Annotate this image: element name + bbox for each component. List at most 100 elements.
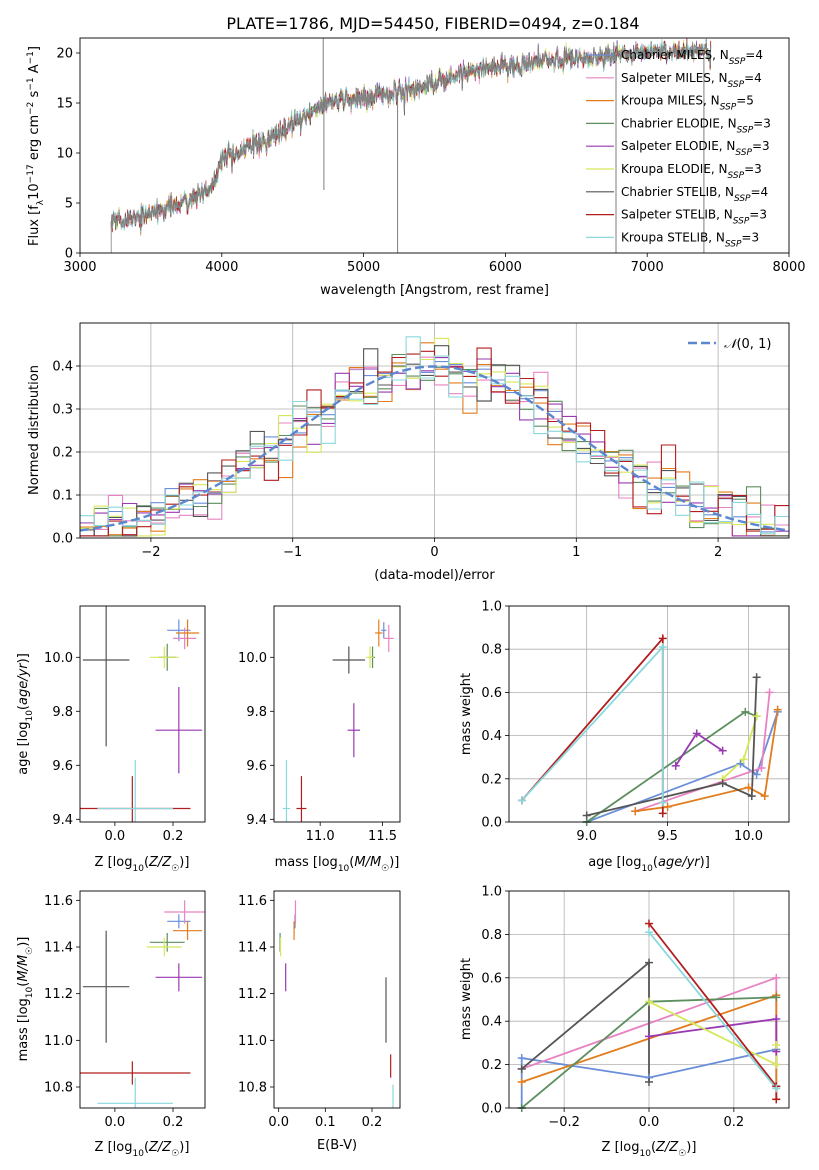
axes-frame <box>273 605 401 823</box>
weight-line-salp_elodie <box>648 1017 778 1052</box>
x-tick-label: 1 <box>572 545 580 560</box>
text-part: )] <box>389 855 399 870</box>
x-tick-label: 0.2 <box>163 1115 184 1130</box>
x-tick-label: 0.1 <box>315 1115 336 1130</box>
y-tick-label: 10.0 <box>44 651 73 666</box>
y-tick-label: 1.0 <box>481 885 502 900</box>
mass-vs-z-axes: 0.0 0.210.811.011.211.411.6Z [log10(Z/Z☉)… <box>16 890 206 1159</box>
text-part: 10 <box>639 1149 651 1159</box>
text-part: ☉ <box>25 947 35 955</box>
legend-entry-krou_stelib: Kroupa STELIB, NSSP=3 <box>621 230 759 249</box>
text-part: )] <box>700 855 710 870</box>
text-part: 10 <box>132 1149 144 1159</box>
text-part: ☉ <box>678 1149 686 1159</box>
text-part: age/yr <box>16 662 31 705</box>
age-vs-z-axes: 0.0 0.29.49.69.810.0Z [log10(Z/Z☉)]age [l… <box>16 605 206 874</box>
age-vs-mass-axes: 11.0 11.5 9.4 9.6 9.8 10.0 mass [log10(M/M☉)] <box>238 605 401 874</box>
text-part: A <box>27 64 42 77</box>
weight-vs-z-axes: −0.2 0.0 0.2 0.0 0.2 0.4 0.6 0.8 1.0 Z [log10(Z/Z… <box>459 885 790 1159</box>
y-tick-label: 9.4 <box>52 813 73 828</box>
text-part: SSP <box>720 103 737 113</box>
text-part: Chabrier ELODIE, N <box>621 116 737 130</box>
weight-line-krou_stelib <box>521 644 664 803</box>
text-part: )] <box>16 653 31 663</box>
y-axis-label: Flux [fλ10−17 erg cm−2 s−1 A−1] <box>26 46 46 246</box>
data-spectrum <box>110 41 712 231</box>
spectrum-plot <box>110 38 712 253</box>
x-axis-label: Z [log10(Z/Z☉)] <box>95 855 190 874</box>
legend-entry-salp_stelib: Salpeter STELIB, NSSP=3 <box>621 208 767 227</box>
text-part: −1 <box>26 51 36 64</box>
legend-entry-krou_miles: Kroupa MILES, NSSP=5 <box>621 94 754 113</box>
model-spectrum-salp_elodie <box>110 40 712 230</box>
text-part: ( <box>651 1140 656 1155</box>
x-tick-label: 8000 <box>772 260 805 275</box>
y-tick-label: 0.0 <box>481 1102 502 1117</box>
text-part: )] <box>179 1140 189 1155</box>
text-part: =4 <box>745 48 763 62</box>
y-axis-label: age [log10(age/yr)] <box>16 653 35 775</box>
y-tick-label: 0.6 <box>481 971 502 986</box>
text-part: =3 <box>752 139 770 153</box>
text-part: ] <box>27 46 42 51</box>
x-tick-label: −1 <box>283 545 302 560</box>
model-spectrum-krou_stelib <box>110 38 712 233</box>
text-part: =3 <box>749 208 767 222</box>
y-tick-label: 0.4 <box>52 360 73 375</box>
text-part: )] <box>16 937 31 947</box>
weight-line-salp_stelib <box>521 635 664 814</box>
text-part: SSP <box>737 125 754 135</box>
y-tick-label: 0.3 <box>52 403 73 418</box>
x-tick-label: 7000 <box>631 260 664 275</box>
mass-vs-ebv-axes: 0.0 0.1 0.2 10.8 11.0 11.2 11.4 11.6 E(B-V) <box>238 890 401 1153</box>
residuals-plot <box>80 323 789 538</box>
y-tick-label: 10.0 <box>238 651 267 666</box>
text-part: 10 <box>132 864 144 874</box>
y-tick-label: 11.4 <box>238 941 267 956</box>
y-tick-label: 1.0 <box>481 600 502 615</box>
y-tick-label: 5 <box>65 197 73 212</box>
x-axis-label: age [log10(age/yr)] <box>588 855 710 874</box>
text-part: Z [log <box>95 1140 133 1155</box>
text-part: ( <box>144 855 149 870</box>
weight-line-salp_elodie <box>674 732 724 767</box>
y-tick-label: 15 <box>56 97 73 112</box>
weight-line-salp_miles <box>634 692 771 813</box>
text-part: =3 <box>741 230 759 244</box>
y-tick-label: 0.2 <box>52 446 73 461</box>
text-part: −1 <box>26 77 36 90</box>
axes-frame <box>79 37 790 254</box>
weight-line-chab_miles <box>586 711 779 822</box>
model-spectrum-chab_elodie <box>110 40 712 231</box>
model-spectrum-chab_stelib <box>110 38 712 231</box>
text-part: M/M <box>354 855 381 870</box>
y-tick-label: 9.8 <box>246 705 267 720</box>
text-part: Z [log <box>95 855 133 870</box>
model-spectrum-salp_stelib <box>110 38 712 232</box>
text-part: (0, 1) <box>736 337 771 352</box>
x-axis-label: (data-model)/error <box>374 568 495 583</box>
text-part: ( <box>16 982 31 987</box>
text-part: SSP <box>734 194 751 204</box>
text-part: Kroupa ELODIE, N <box>621 162 728 176</box>
axes-frame <box>79 322 790 539</box>
weight-vs-age-axes: 9.0 9.5 10.0 0.0 0.2 0.4 0.6 0.8 1.0 age [log10(a… <box>459 600 790 874</box>
x-axis-label: Z [log10(Z/Z☉)] <box>602 1140 697 1159</box>
y-tick-label: 0.0 <box>481 816 502 831</box>
y-tick-label: 0.2 <box>481 772 502 787</box>
age-vs-z-plot <box>80 606 203 822</box>
x-tick-label: 9.5 <box>657 829 678 844</box>
y-axis-label: mass weight <box>459 958 474 1040</box>
text-part: Salpeter ELODIE, N <box>621 139 735 153</box>
text-part: ☉ <box>381 864 389 874</box>
text-part: 10 <box>27 183 42 200</box>
x-tick-label: 9.0 <box>576 829 597 844</box>
text-part: age [log <box>16 722 31 775</box>
text-part: Z/Z <box>655 1140 679 1155</box>
residuals-axes: −2 −1 0 1 2 0.0 0.1 0.2 0.3 0.4 𝒩(0, 1) (data-model… <box>27 322 790 583</box>
text-part: age/yr <box>658 855 701 870</box>
text-part: ( <box>16 705 31 710</box>
text-part: erg cm <box>27 115 42 164</box>
